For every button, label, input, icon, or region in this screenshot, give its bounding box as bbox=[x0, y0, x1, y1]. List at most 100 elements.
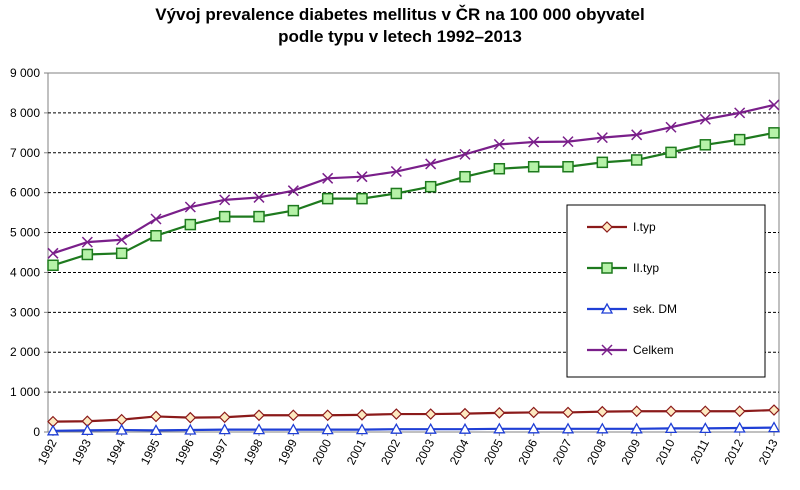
y-tick-label: 9 000 bbox=[10, 66, 40, 80]
data-point-i-typ bbox=[218, 411, 231, 424]
data-point-i-typ bbox=[699, 405, 712, 418]
data-point-celkem bbox=[184, 201, 196, 213]
data-point-ii-typ bbox=[321, 192, 334, 205]
x-stroke bbox=[665, 121, 677, 133]
legend-item-ii-typ: II.typ bbox=[587, 261, 659, 275]
x-tick-label: 2009 bbox=[618, 437, 643, 467]
data-point-ii-typ bbox=[424, 180, 437, 193]
x-tick-label: 2004 bbox=[447, 437, 472, 467]
data-point-ii-typ bbox=[218, 210, 231, 223]
data-point-celkem bbox=[219, 194, 231, 206]
x-tick-label: 2003 bbox=[412, 437, 437, 467]
data-point-i-typ bbox=[459, 407, 471, 420]
data-point-sek-dm bbox=[218, 423, 231, 435]
data-point-ii-typ bbox=[733, 133, 746, 146]
data-point-celkem bbox=[390, 165, 402, 178]
data-point-i-typ bbox=[562, 406, 574, 419]
data-point-sek-dm bbox=[458, 422, 472, 434]
y-tick-label: 2 000 bbox=[10, 345, 40, 359]
series-layer bbox=[46, 99, 781, 436]
legend-swatch-marker bbox=[601, 221, 613, 233]
data-point-celkem bbox=[528, 136, 540, 148]
data-point-sek-dm bbox=[115, 423, 128, 435]
data-point-celkem bbox=[287, 185, 299, 197]
data-point-celkem bbox=[356, 171, 368, 183]
legend-swatch-marker bbox=[601, 344, 613, 356]
x-stroke bbox=[390, 165, 402, 178]
x-stroke bbox=[459, 148, 471, 160]
series-sek-dm bbox=[46, 421, 781, 436]
data-point-celkem bbox=[631, 129, 643, 141]
legend-box bbox=[566, 204, 766, 378]
x-tick-label: 1994 bbox=[103, 437, 128, 467]
data-point-celkem bbox=[81, 236, 93, 248]
x-stroke bbox=[601, 344, 613, 356]
x-tick-label: 1995 bbox=[138, 437, 163, 467]
x-stroke bbox=[596, 132, 608, 144]
series-celkem bbox=[47, 99, 780, 259]
data-point-i-typ bbox=[768, 404, 780, 416]
y-tick-label: 1 000 bbox=[10, 385, 40, 399]
data-point-sek-dm bbox=[767, 421, 781, 433]
x-stroke bbox=[219, 194, 231, 206]
x-tick-label: 2007 bbox=[550, 437, 575, 467]
series-line-ii-typ bbox=[52, 131, 775, 267]
x-tick-label: 2010 bbox=[653, 437, 678, 467]
x-stroke bbox=[287, 185, 299, 197]
data-point-i-typ bbox=[424, 408, 437, 420]
data-point-sek-dm bbox=[561, 422, 575, 434]
x-tick-label: 2008 bbox=[584, 437, 609, 467]
y-tick-label: 8 000 bbox=[10, 106, 40, 120]
x-tick-label: 2005 bbox=[481, 437, 506, 467]
data-point-i-typ bbox=[356, 408, 368, 421]
x-stroke bbox=[356, 171, 368, 183]
data-point-ii-typ bbox=[47, 259, 59, 272]
data-point-sek-dm bbox=[184, 423, 197, 435]
series-line-sek-dm bbox=[52, 426, 775, 432]
data-point-ii-typ bbox=[493, 162, 506, 175]
data-point-celkem bbox=[425, 158, 437, 170]
series-ii-typ bbox=[47, 127, 780, 272]
data-point-celkem bbox=[665, 121, 677, 133]
data-point-i-typ bbox=[184, 411, 197, 424]
x-stroke bbox=[150, 213, 162, 225]
data-point-celkem bbox=[596, 132, 608, 144]
data-point-celkem bbox=[699, 113, 711, 125]
data-point-celkem bbox=[322, 172, 334, 184]
data-point-ii-typ bbox=[527, 160, 540, 173]
legend: I.typ II.typ sek. DM Celkem bbox=[566, 204, 766, 378]
data-point-sek-dm bbox=[81, 424, 94, 436]
legend-item-celkem: Celkem bbox=[587, 343, 674, 357]
x-stroke bbox=[425, 158, 437, 170]
data-point-celkem bbox=[47, 247, 59, 259]
data-point-celkem bbox=[562, 136, 574, 148]
x-tick-label: 1998 bbox=[241, 437, 266, 467]
data-point-celkem bbox=[768, 99, 780, 111]
x-stroke bbox=[493, 138, 505, 150]
x-stroke bbox=[631, 129, 643, 141]
x-stroke bbox=[322, 172, 334, 184]
data-point-ii-typ bbox=[390, 187, 403, 200]
x-tick-label: 2006 bbox=[515, 437, 540, 467]
x-stroke bbox=[184, 201, 196, 213]
data-point-sek-dm bbox=[699, 422, 712, 434]
data-point-ii-typ bbox=[115, 247, 128, 260]
data-point-celkem bbox=[253, 191, 265, 203]
x-stroke bbox=[562, 136, 574, 148]
data-point-i-typ bbox=[253, 409, 265, 422]
legend-label: II.typ bbox=[633, 261, 659, 275]
data-point-celkem bbox=[493, 138, 505, 150]
data-point-i-typ bbox=[150, 410, 162, 423]
data-point-ii-typ bbox=[665, 146, 677, 159]
data-point-sek-dm bbox=[149, 424, 163, 436]
x-tick-label: 2011 bbox=[688, 437, 713, 467]
data-point-i-typ bbox=[527, 406, 540, 419]
y-tick-label: 7 000 bbox=[10, 146, 40, 160]
series-i-typ bbox=[47, 404, 780, 428]
data-point-ii-typ bbox=[459, 170, 471, 183]
series-line-i-typ bbox=[52, 408, 775, 423]
data-point-celkem bbox=[150, 213, 162, 225]
data-point-i-typ bbox=[287, 409, 300, 422]
data-point-celkem bbox=[116, 234, 128, 246]
data-point-ii-typ bbox=[630, 154, 643, 166]
